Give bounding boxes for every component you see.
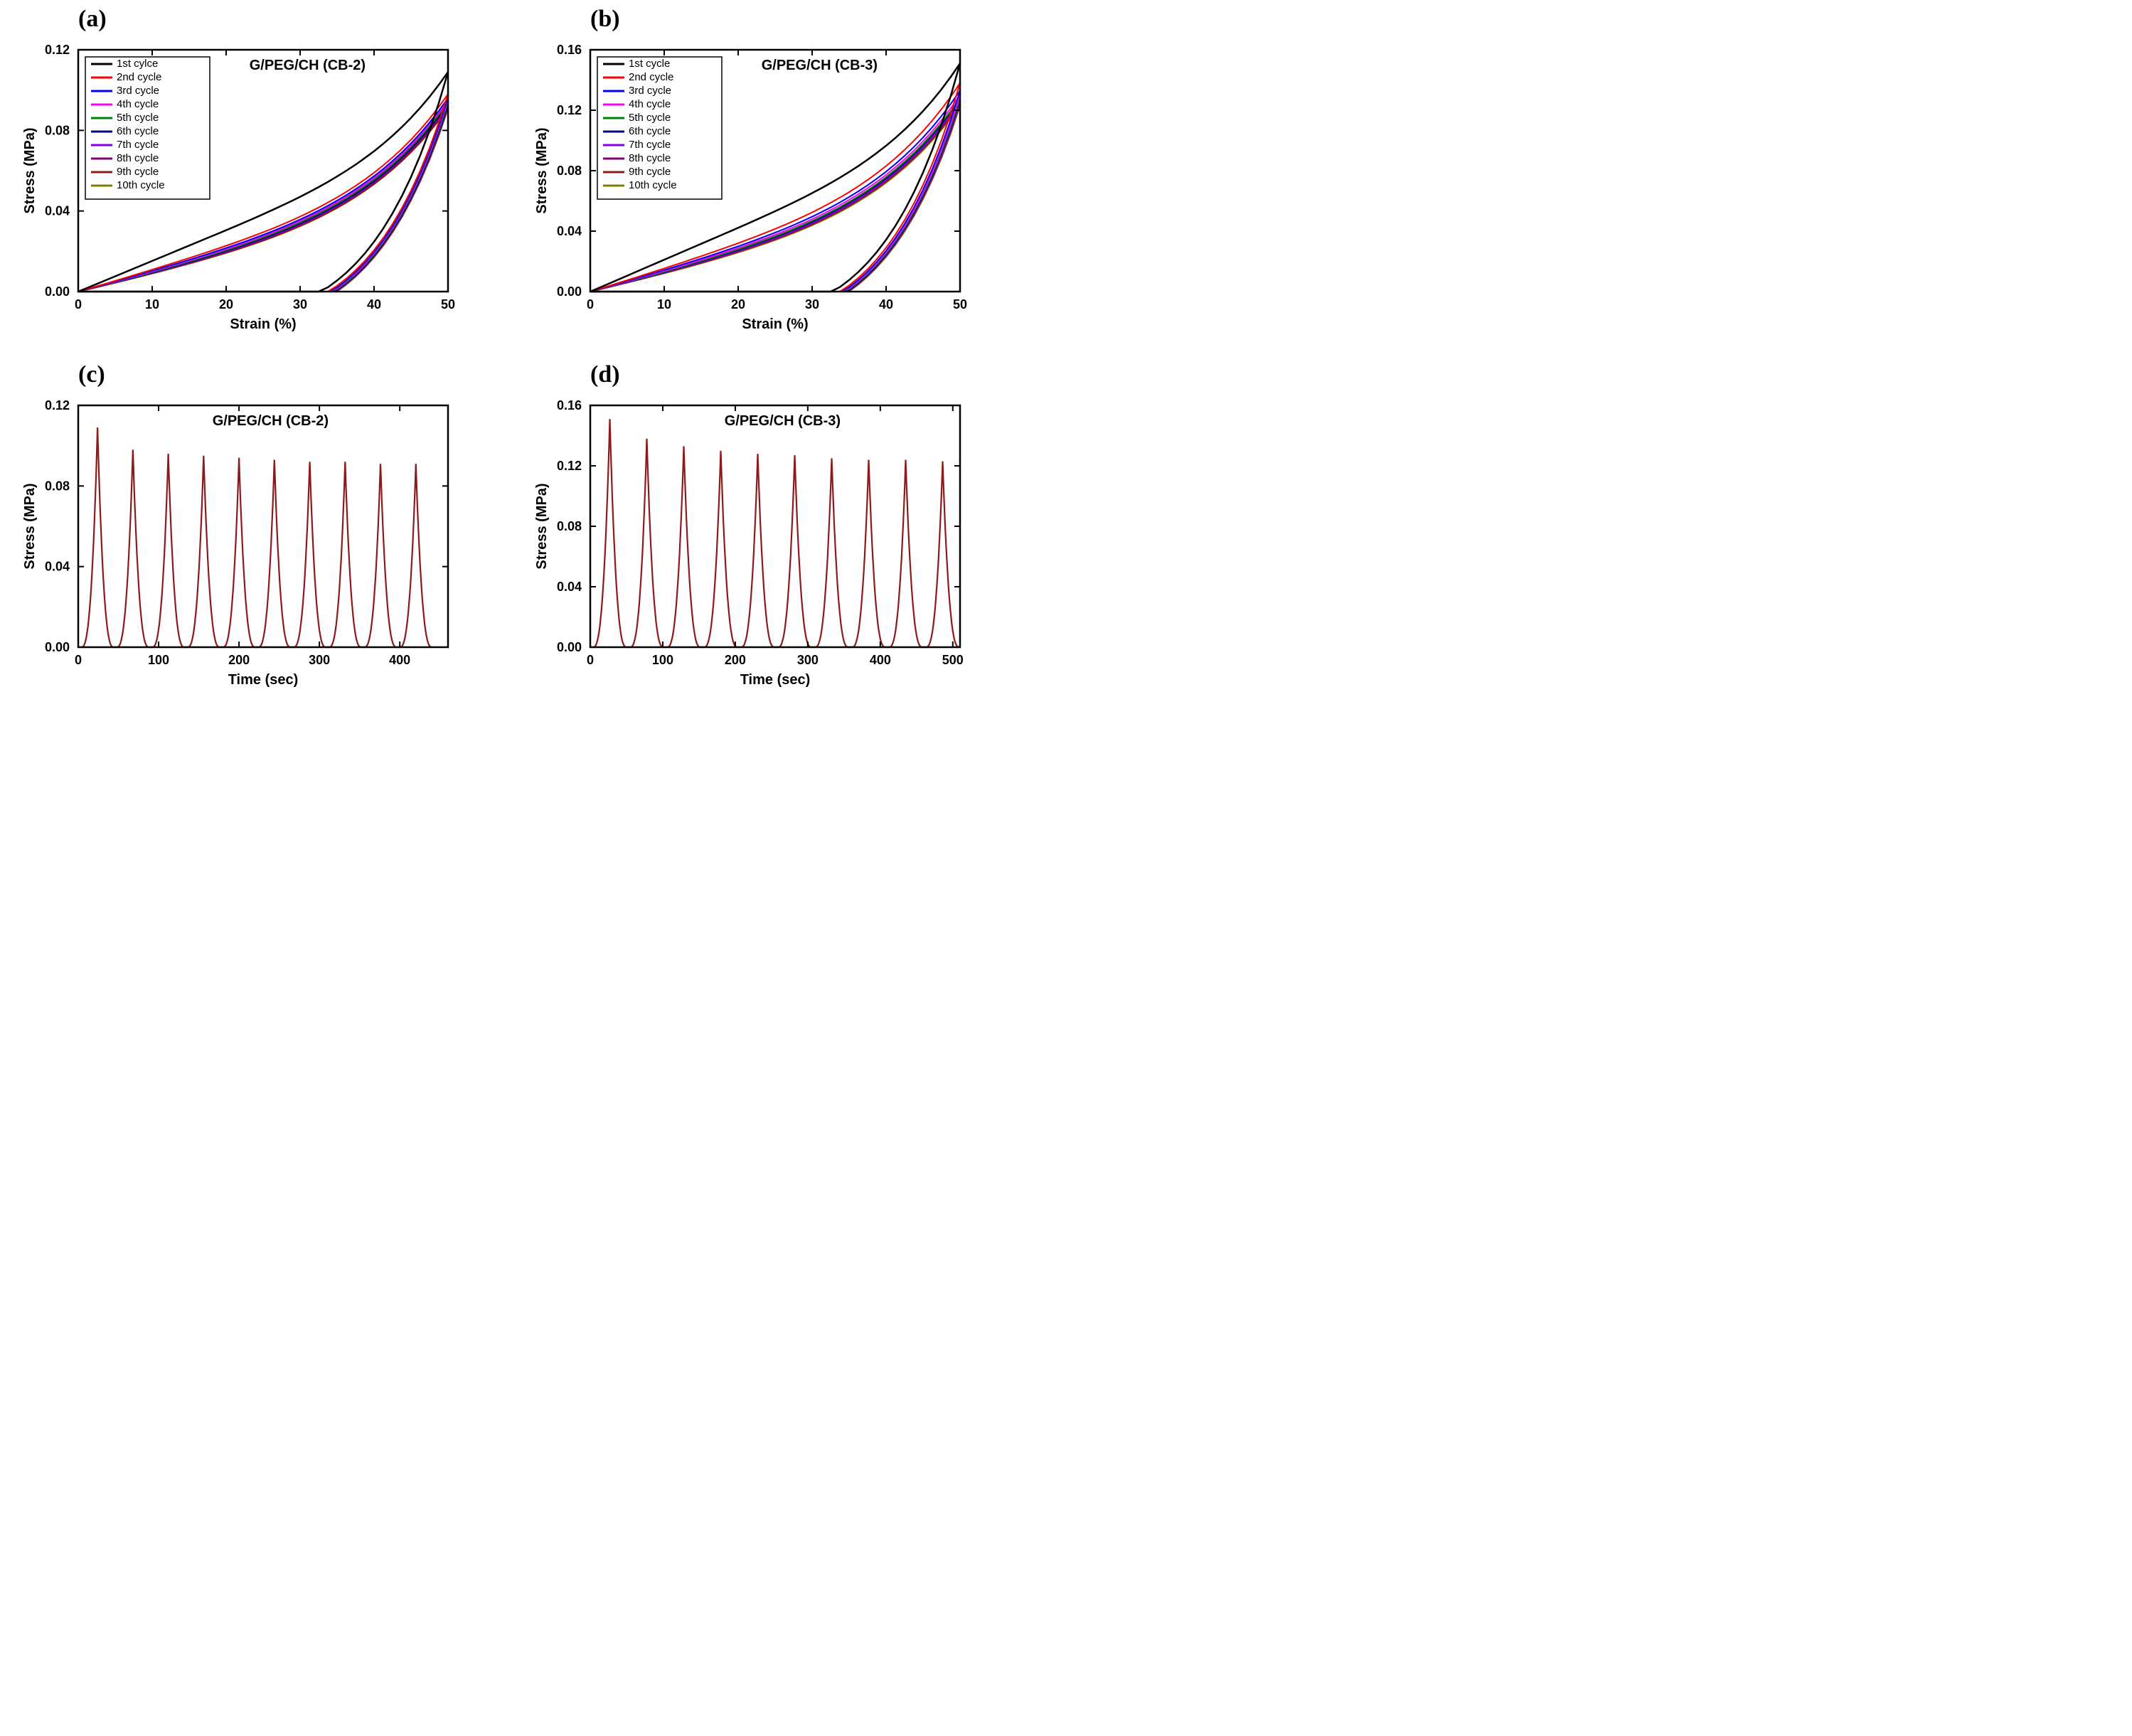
svg-text:7th cycle: 7th cycle — [117, 139, 159, 151]
svg-text:0.04: 0.04 — [45, 204, 70, 218]
svg-text:Stress (MPa): Stress (MPa) — [534, 127, 550, 213]
svg-text:9th cycle: 9th cycle — [629, 166, 671, 178]
svg-text:5th cycle: 5th cycle — [629, 112, 671, 124]
svg-text:0.12: 0.12 — [557, 103, 582, 117]
panel-d: (d) 01002003004005000.000.040.080.120.16… — [526, 370, 1010, 704]
svg-text:0.12: 0.12 — [45, 398, 70, 412]
svg-text:1st cylce: 1st cylce — [117, 58, 158, 70]
svg-text:0.12: 0.12 — [45, 43, 70, 57]
svg-text:500: 500 — [942, 653, 964, 667]
svg-text:200: 200 — [725, 653, 746, 667]
panel-c-svg: 0 100 200 300 400 0.00 0.04 0.08 0.12 Time (sec) S… — [14, 391, 469, 704]
svg-text:4th cycle: 4th cycle — [117, 98, 159, 110]
svg-text:0.08: 0.08 — [45, 123, 70, 137]
svg-text:0.00: 0.00 — [45, 284, 70, 299]
svg-text:3rd cycle: 3rd cycle — [117, 85, 159, 97]
svg-text:0.08: 0.08 — [45, 479, 70, 493]
panel-c-label: (c) — [78, 361, 105, 388]
svg-text:2nd cycle: 2nd cycle — [629, 71, 673, 83]
svg-text:100: 100 — [652, 653, 673, 667]
panel-d-label: (d) — [590, 361, 620, 388]
svg-text:G/PEG/CH (CB-3): G/PEG/CH (CB-3) — [725, 413, 841, 429]
svg-text:40: 40 — [367, 297, 381, 311]
panel-b-svg: 0 10 20 30 40 50 0.00 0.04 0.08 0.12 0.16 Strain (%… — [526, 36, 981, 348]
svg-text:2nd cycle: 2nd cycle — [117, 71, 161, 83]
svg-text:Stress (MPa): Stress (MPa) — [534, 483, 550, 569]
svg-text:0.00: 0.00 — [557, 284, 582, 299]
svg-text:Time (sec): Time (sec) — [740, 672, 811, 688]
svg-text:50: 50 — [441, 297, 455, 311]
svg-text:20: 20 — [219, 297, 233, 311]
svg-text:Stress (MPa): Stress (MPa) — [22, 127, 38, 213]
panel-a-chart: 0 10 20 30 40 50 0.00 0.04 0.08 0.12 Strain (%) Str… — [14, 36, 498, 348]
svg-text:0.04: 0.04 — [45, 560, 70, 574]
svg-text:Stress (MPa): Stress (MPa) — [22, 483, 38, 569]
svg-text:0.16: 0.16 — [557, 398, 582, 412]
svg-text:3rd cycle: 3rd cycle — [629, 85, 671, 97]
svg-text:200: 200 — [228, 653, 250, 667]
svg-text:4th cycle: 4th cycle — [629, 98, 671, 110]
panel-a-label: (a) — [78, 6, 107, 33]
svg-text:6th cycle: 6th cycle — [117, 125, 159, 137]
panel-d-chart: 0 100 200 300 400 500 0.00 0.04 0.08 0.12 0.16 Time… — [526, 391, 1010, 704]
svg-text:0: 0 — [587, 653, 594, 667]
svg-text:40: 40 — [879, 297, 893, 311]
svg-text:0.08: 0.08 — [557, 519, 582, 533]
panel-c-chart: 0 100 200 300 400 0.00 0.04 0.08 0.12 Time (sec) S… — [14, 391, 498, 704]
svg-text:10th cycle: 10th cycle — [117, 179, 165, 191]
svg-text:7th cycle: 7th cycle — [629, 139, 671, 151]
panel-a-svg: 0 10 20 30 40 50 0.00 0.04 0.08 0.12 Strain (%) Str… — [14, 36, 469, 348]
svg-text:0: 0 — [587, 297, 594, 311]
svg-text:10: 10 — [657, 297, 671, 311]
panel-b: (b) 010203040500.000.040.080.120.16Strai… — [526, 14, 1010, 348]
svg-text:0.00: 0.00 — [557, 640, 582, 654]
svg-text:30: 30 — [293, 297, 307, 311]
svg-text:1st cycle: 1st cycle — [629, 58, 670, 70]
figure-grid: (a) 010203040500.000.040.080.12Strain (%… — [14, 14, 1010, 704]
svg-text:400: 400 — [389, 653, 410, 667]
svg-text:G/PEG/CH (CB-3): G/PEG/CH (CB-3) — [762, 58, 878, 73]
svg-text:8th cycle: 8th cycle — [117, 152, 159, 164]
svg-text:50: 50 — [953, 297, 967, 311]
panel-d-svg: 0 100 200 300 400 500 0.00 0.04 0.08 0.12 0.16 Time… — [526, 391, 981, 704]
svg-text:10: 10 — [145, 297, 159, 311]
svg-text:Strain (%): Strain (%) — [230, 316, 296, 332]
svg-text:0: 0 — [75, 653, 82, 667]
svg-text:0.04: 0.04 — [557, 580, 582, 594]
svg-text:300: 300 — [797, 653, 819, 667]
svg-text:300: 300 — [309, 653, 330, 667]
svg-text:G/PEG/CH (CB-2): G/PEG/CH (CB-2) — [250, 58, 366, 73]
svg-text:10th cycle: 10th cycle — [629, 179, 677, 191]
svg-text:20: 20 — [731, 297, 745, 311]
panel-c: (c) 01002003004000.000.040.080.12Time (s… — [14, 370, 498, 704]
svg-text:9th cycle: 9th cycle — [117, 166, 159, 178]
svg-text:5th cycle: 5th cycle — [117, 112, 159, 124]
svg-text:0.00: 0.00 — [45, 640, 70, 654]
svg-text:Time (sec): Time (sec) — [228, 672, 299, 688]
svg-text:0.08: 0.08 — [557, 164, 582, 178]
svg-text:6th cycle: 6th cycle — [629, 125, 671, 137]
svg-text:400: 400 — [870, 653, 891, 667]
svg-text:0.12: 0.12 — [557, 459, 582, 473]
panel-b-chart: 0 10 20 30 40 50 0.00 0.04 0.08 0.12 0.16 Strain (%… — [526, 36, 1010, 348]
svg-text:100: 100 — [148, 653, 169, 667]
svg-text:8th cycle: 8th cycle — [629, 152, 671, 164]
svg-text:Strain (%): Strain (%) — [742, 316, 808, 332]
svg-text:0.04: 0.04 — [557, 224, 582, 238]
svg-text:0.16: 0.16 — [557, 43, 582, 57]
svg-text:0: 0 — [75, 297, 82, 311]
panel-a: (a) 010203040500.000.040.080.12Strain (%… — [14, 14, 498, 348]
svg-text:G/PEG/CH (CB-2): G/PEG/CH (CB-2) — [213, 413, 329, 429]
panel-b-label: (b) — [590, 6, 620, 33]
svg-text:30: 30 — [805, 297, 819, 311]
